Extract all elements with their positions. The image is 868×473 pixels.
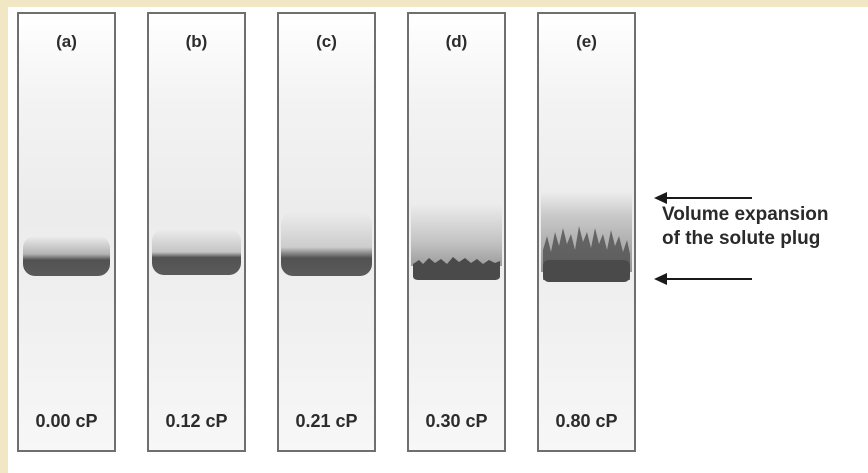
volume-expansion-annotation: Volume expansion of the solute plug — [662, 203, 828, 251]
annotation-line-2: of the solute plug — [662, 227, 828, 251]
bottom-arrow — [654, 273, 752, 285]
annotation-line-1: Volume expansion — [662, 203, 828, 227]
